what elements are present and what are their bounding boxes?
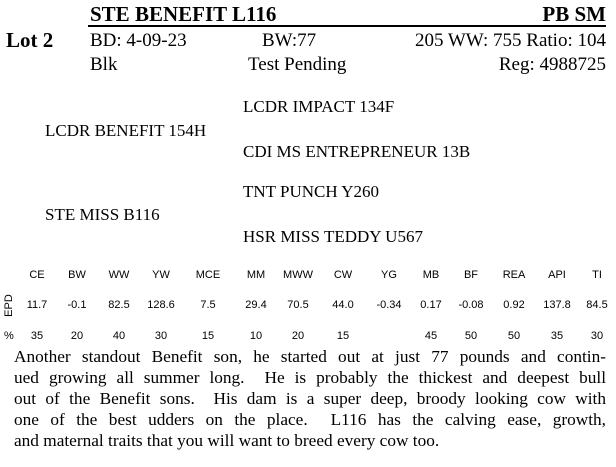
column-header: YG bbox=[381, 269, 397, 281]
dam-dam: HSR MISS TEDDY U567 bbox=[243, 227, 423, 246]
percent-value: 50 bbox=[464, 330, 478, 342]
epd-value: 0.17 bbox=[420, 299, 442, 311]
column-header: WW bbox=[108, 269, 130, 281]
description-line: one of the best udders on the place. L11… bbox=[14, 410, 606, 429]
column-header: CE bbox=[29, 269, 45, 281]
epd-value: 84.5 bbox=[586, 299, 608, 311]
column-header: MWW bbox=[283, 269, 313, 281]
epd-value: 44.0 bbox=[332, 299, 354, 311]
column-header: TI bbox=[592, 269, 602, 281]
description-line: out of the Benefit sons. His dam is a su… bbox=[14, 389, 606, 408]
percent-value: 15 bbox=[336, 330, 350, 342]
column-header: MM bbox=[246, 269, 266, 281]
dam-sire: TNT PUNCH Y260 bbox=[243, 182, 380, 201]
test-status: Test Pending bbox=[248, 54, 347, 75]
percent-value: 35 bbox=[30, 330, 44, 342]
column-header: REA bbox=[502, 269, 526, 281]
sire: LCDR BENEFIT 154H bbox=[45, 121, 207, 140]
title-rule bbox=[88, 25, 606, 27]
percent-value: 40 bbox=[112, 330, 126, 342]
description: Another standout Benefit son, he started… bbox=[14, 346, 606, 451]
birth-weight: BW:77 bbox=[262, 30, 317, 51]
epd-value: 128.6 bbox=[147, 299, 175, 311]
description-line: ued growing all summer long. He is proba… bbox=[14, 368, 606, 387]
column-header: MCE bbox=[195, 269, 221, 281]
percent-value: 20 bbox=[70, 330, 84, 342]
percent-value: 15 bbox=[201, 330, 215, 342]
column-header: BF bbox=[463, 269, 479, 281]
epd-value: -0.08 bbox=[458, 299, 484, 311]
epd-value: 70.5 bbox=[287, 299, 309, 311]
percent-value: 10 bbox=[249, 330, 263, 342]
epd-value: 0.92 bbox=[503, 299, 525, 311]
description-line: and maternal traits that you will want t… bbox=[14, 431, 440, 450]
percent-value: 50 bbox=[507, 330, 521, 342]
epd-value: -0.1 bbox=[67, 299, 87, 311]
column-header: MB bbox=[422, 269, 440, 281]
percent-value: 45 bbox=[424, 330, 438, 342]
birth-date: BD: 4-09-23 bbox=[90, 30, 187, 51]
dam: STE MISS B116 bbox=[45, 205, 160, 224]
percent-value: 20 bbox=[291, 330, 305, 342]
animal-name: STE BENEFIT L116 bbox=[90, 2, 277, 26]
description-line: Another standout Benefit son, he started… bbox=[14, 347, 606, 366]
sire-sire: LCDR IMPACT 134F bbox=[243, 97, 395, 116]
epd-value: 7.5 bbox=[200, 299, 216, 311]
percent-value: 35 bbox=[550, 330, 564, 342]
epd-value: 137.8 bbox=[543, 299, 571, 311]
registration: Reg: 4988725 bbox=[498, 54, 606, 75]
lot-label: Lot 2 bbox=[6, 28, 54, 52]
color: Blk bbox=[90, 54, 118, 75]
epd-value: -0.34 bbox=[376, 299, 402, 311]
column-header: CW bbox=[333, 269, 353, 281]
percent-value: 30 bbox=[590, 330, 604, 342]
column-header: API bbox=[548, 269, 566, 281]
row-label: % bbox=[4, 330, 14, 342]
epd-value: 11.7 bbox=[26, 299, 48, 311]
column-header: BW bbox=[68, 269, 86, 281]
weaning: 205 WW: 755 Ratio: 104 bbox=[414, 30, 606, 51]
breed: PB SM bbox=[542, 2, 606, 26]
epd-value: 29.4 bbox=[245, 299, 267, 311]
sire-dam: CDI MS ENTREPRENEUR 13B bbox=[243, 142, 471, 161]
epd-value: 82.5 bbox=[108, 299, 130, 311]
column-header: YW bbox=[152, 269, 170, 281]
percent-value: 30 bbox=[154, 330, 168, 342]
